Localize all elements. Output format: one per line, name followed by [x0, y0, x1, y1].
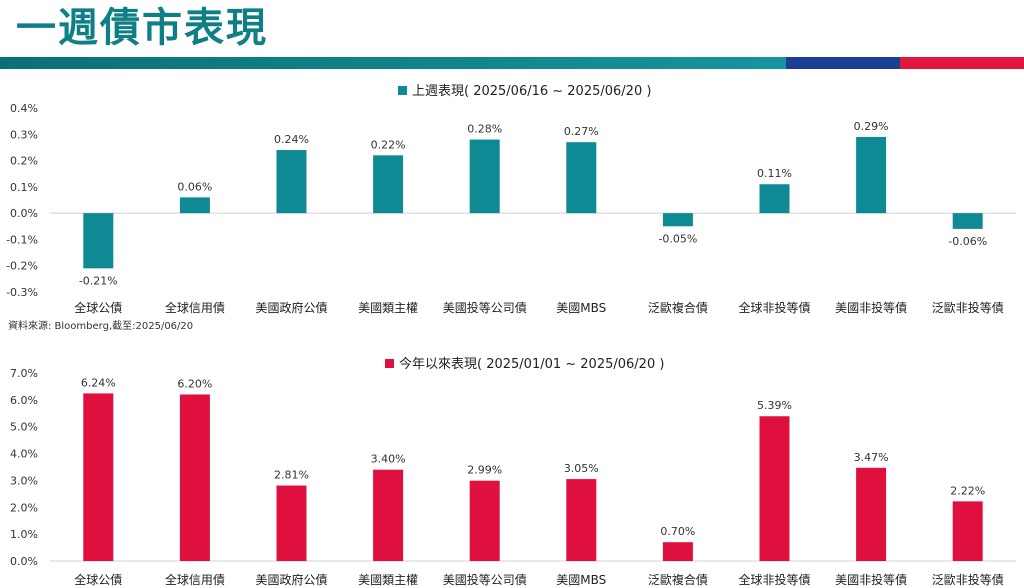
- legend-swatch: [398, 86, 407, 95]
- category-label: 全球信用債: [165, 572, 225, 587]
- bar: [662, 213, 693, 227]
- bar: [276, 150, 307, 214]
- data-label: 3.47%: [854, 451, 889, 464]
- header-stripe-teal: [0, 57, 786, 69]
- category-label: 美國政府公債: [255, 572, 327, 587]
- category-label: 泛歐複合債: [648, 572, 708, 587]
- data-label: -0.05%: [658, 232, 697, 245]
- category-label: 美國投等公司債: [443, 572, 527, 587]
- y-tick-label: 0.1%: [10, 181, 38, 194]
- legend-label: 今年以來表現( 2025/01/01 ~ 2025/06/20 ): [399, 356, 664, 372]
- page-title: 一週債市表現: [16, 5, 268, 51]
- bar: [662, 542, 693, 561]
- ytd-performance-chart: 今年以來表現( 2025/01/01 ~ 2025/06/20 ) 7.0% 6.0…: [10, 356, 1016, 587]
- data-label: 0.27%: [564, 125, 599, 138]
- y-tick-label: 2.0%: [10, 501, 38, 514]
- category-label: 泛歐複合債: [648, 300, 708, 315]
- data-label: 0.24%: [274, 133, 309, 146]
- bar: [469, 480, 500, 561]
- data-label: 2.99%: [467, 464, 502, 477]
- category-label: 美國非投等債: [835, 300, 907, 315]
- y-tick-label: -0.2%: [6, 260, 38, 273]
- header-stripe-blue: [786, 57, 900, 69]
- category-label: 美國政府公債: [255, 300, 327, 315]
- category-label: 全球非投等債: [738, 572, 810, 587]
- data-label: 6.20%: [177, 377, 212, 390]
- data-label: 5.39%: [757, 399, 792, 412]
- y-tick-label: 0.0%: [10, 207, 38, 220]
- category-label: 美國投等公司債: [443, 300, 527, 315]
- category-label: 美國非投等債: [835, 572, 907, 587]
- y-tick-label: 0.0%: [10, 555, 38, 568]
- y-tick-label: 1.0%: [10, 528, 38, 541]
- category-label: 全球信用債: [165, 300, 225, 315]
- bar: [276, 485, 307, 561]
- bar: [83, 213, 114, 269]
- data-label: 0.22%: [371, 138, 406, 151]
- data-label: 3.05%: [564, 462, 599, 475]
- legend-label: 上週表現( 2025/06/16 ~ 2025/06/20 ): [412, 84, 651, 99]
- bar: [952, 501, 983, 561]
- data-label: -0.06%: [948, 235, 987, 248]
- source-note: 資料來源: Bloomberg,截至:2025/06/20: [8, 319, 193, 332]
- category-label: 美國類主權: [358, 301, 418, 315]
- category-label: 泛歐非投等債: [932, 300, 1004, 315]
- category-label: 美國MBS: [556, 301, 606, 315]
- data-label: 0.28%: [467, 123, 502, 136]
- data-label: -0.21%: [79, 274, 118, 287]
- bar: [759, 184, 790, 214]
- category-label: 美國MBS: [556, 573, 606, 587]
- y-tick-label: 0.2%: [10, 155, 38, 168]
- data-label: 0.06%: [177, 180, 212, 193]
- data-label: 2.81%: [274, 469, 309, 482]
- bar: [373, 469, 404, 561]
- y-tick-label: -0.1%: [6, 233, 38, 246]
- category-label: 全球公債: [74, 300, 122, 315]
- bar: [566, 479, 597, 561]
- data-label: 3.40%: [371, 453, 406, 466]
- y-tick-label: 3.0%: [10, 474, 38, 487]
- y-tick-label: 4.0%: [10, 448, 38, 461]
- bar: [856, 136, 887, 214]
- data-label: 0.70%: [660, 525, 695, 538]
- bar: [952, 213, 983, 229]
- category-label: 全球公債: [74, 572, 122, 587]
- y-tick-label: 6.0%: [10, 394, 38, 407]
- data-label: 2.22%: [950, 484, 985, 497]
- bar: [373, 155, 404, 214]
- category-label: 泛歐非投等債: [932, 572, 1004, 587]
- legend-swatch: [385, 359, 394, 368]
- bar: [759, 416, 790, 561]
- y-tick-label: 5.0%: [10, 421, 38, 434]
- data-label: 0.11%: [757, 167, 792, 180]
- weekly-performance-chart: 上週表現( 2025/06/16 ~ 2025/06/20 ) 0.4% 0.3% 0…: [6, 84, 1016, 332]
- header-stripe-red: [900, 57, 1024, 69]
- category-label: 全球非投等債: [738, 300, 810, 315]
- bar: [179, 394, 210, 561]
- category-label: 美國類主權: [358, 573, 418, 587]
- bar: [179, 197, 210, 214]
- y-tick-label: -0.3%: [6, 286, 38, 299]
- bar: [566, 142, 597, 214]
- y-tick-label: 0.3%: [10, 128, 38, 141]
- bar: [469, 139, 500, 214]
- data-label: 0.29%: [854, 120, 889, 133]
- y-tick-label: 0.4%: [10, 102, 38, 115]
- bar: [83, 393, 114, 561]
- y-tick-label: 7.0%: [10, 367, 38, 380]
- data-label: 6.24%: [81, 376, 116, 389]
- bar: [856, 467, 887, 561]
